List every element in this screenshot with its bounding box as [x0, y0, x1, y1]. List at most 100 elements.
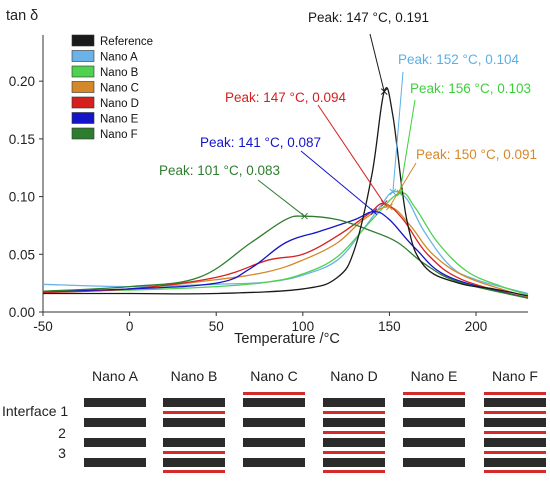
nanolayer-strip: [163, 411, 225, 414]
x-tick-label: 0: [126, 319, 134, 334]
nanolayer-strip: [484, 451, 546, 454]
x-tick-label: 50: [209, 319, 224, 334]
nanolayer-strip: [323, 470, 385, 473]
series-line-nano-f: [42, 215, 529, 299]
series-line-nano-c: [42, 206, 529, 298]
layer-bar: [84, 398, 146, 407]
layer-bar: [243, 398, 305, 407]
annotation-leader: [300, 150, 375, 212]
x-axis-title: Temperature /°C: [234, 331, 340, 347]
annotation-leader: [389, 162, 417, 208]
nanolayer-strip: [484, 392, 546, 395]
peak-annotation: Peak: 150 °C, 0.091: [416, 147, 537, 162]
x-tick-label: -50: [33, 319, 53, 334]
layer-bar: [323, 438, 385, 447]
legend-label: Nano A: [100, 52, 138, 64]
layer-bar: [403, 418, 465, 427]
annotation-leader: [392, 71, 404, 193]
layer-bar: [84, 438, 146, 447]
layer-bar: [323, 398, 385, 407]
legend-label: Nano B: [100, 67, 139, 79]
layer-bar: [403, 438, 465, 447]
layer-bar: [484, 418, 546, 427]
layer-bar: [323, 418, 385, 427]
interface-row-label: 2: [58, 425, 66, 441]
nanolayer-strip: [163, 451, 225, 454]
peak-marker: [396, 189, 404, 197]
legend-swatch: [71, 96, 95, 109]
legend-swatch: [71, 34, 95, 47]
y-tick-label: 0.00: [9, 305, 35, 320]
peak-marker: [370, 208, 378, 215]
nanolayer-strip: [484, 470, 546, 473]
peak-annotation: Peak: 147 °C, 0.094: [225, 90, 346, 105]
nanolayer-strip: [243, 392, 305, 395]
peak-annotation: Peak: 141 °C, 0.087: [200, 135, 321, 150]
y-tick-label: 0.15: [9, 132, 35, 147]
peak-marker: [380, 200, 388, 207]
legend-label: Nano C: [100, 83, 139, 95]
x-tick-label: 150: [378, 319, 401, 334]
nanolayer-strip: [403, 392, 465, 395]
y-axis-title: tan δ: [6, 8, 38, 24]
layer-bar: [243, 458, 305, 467]
legend-swatch: [71, 81, 95, 93]
schematic-column-label: Nano D: [330, 368, 377, 384]
nanolayer-strip: [163, 470, 225, 473]
nanolayer-strip: [323, 451, 385, 454]
layer-bar: [484, 458, 546, 467]
layer-bar: [163, 458, 225, 467]
schematic-column-label: Nano A: [92, 368, 139, 384]
x-tick-label: 100: [292, 319, 315, 334]
peak-marker: [301, 212, 308, 220]
layer-bar: [484, 438, 546, 447]
annotation-leader: [317, 104, 385, 204]
nanolayer-strip: [323, 411, 385, 414]
layer-bar: [403, 458, 465, 467]
layer-bar: [163, 438, 225, 447]
x-tick-label: 200: [465, 319, 488, 334]
peak-annotation: Peak: 152 °C, 0.104: [398, 52, 519, 67]
nanolayer-strip: [484, 411, 546, 414]
series-line-nano-b: [42, 192, 529, 296]
y-tick-label: 0.10: [9, 190, 35, 205]
peak-marker: [386, 203, 393, 211]
layer-bar: [163, 418, 225, 427]
legend-swatch: [71, 127, 95, 140]
legend-swatch: [71, 50, 95, 62]
peak-marker: [389, 188, 397, 196]
legend-label: Nano E: [100, 114, 139, 126]
legend-label: Reference: [100, 36, 153, 48]
nanolayer-strip: [323, 431, 385, 434]
layer-bar: [84, 458, 146, 467]
layer-bar: [484, 398, 546, 407]
legend-label: Nano F: [100, 129, 138, 141]
annotation-leader: [257, 179, 305, 217]
interface-row-label: Interface 1: [2, 403, 68, 419]
layer-bar: [243, 418, 305, 427]
legend-label: Nano D: [100, 98, 139, 110]
y-tick-label: 0.20: [9, 74, 35, 89]
nanolayer-strip: [484, 431, 546, 434]
schematic-column-label: Nano F: [492, 368, 538, 384]
legend-swatch: [71, 65, 95, 78]
series-line-reference: [43, 87, 529, 297]
interface-row-label: 3: [58, 445, 66, 461]
layer-bar: [323, 458, 385, 467]
schematic-column-label: Nano C: [250, 368, 297, 384]
schematic-column-label: Nano E: [411, 368, 458, 384]
legend-swatch: [71, 112, 95, 124]
peak-annotation: Peak: 156 °C, 0.103: [410, 81, 531, 96]
series-line-nano-e: [42, 210, 529, 299]
layer-bar: [84, 418, 146, 427]
series-line-nano-d: [42, 202, 529, 299]
annotation-leader: [399, 99, 416, 194]
layer-bar: [403, 398, 465, 407]
y-tick-label: 0.05: [9, 247, 35, 262]
layer-bar: [243, 438, 305, 447]
peak-annotation: Peak: 147 °C, 0.191: [308, 10, 429, 25]
layer-bar: [163, 398, 225, 407]
peak-marker: [380, 88, 388, 95]
